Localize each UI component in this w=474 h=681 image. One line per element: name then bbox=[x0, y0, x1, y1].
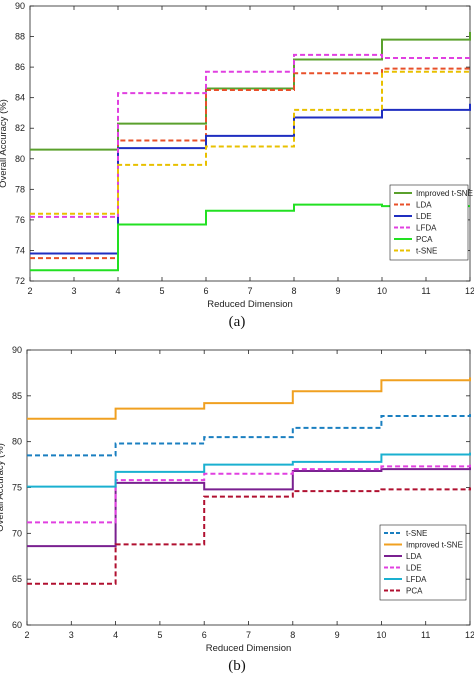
legend-box bbox=[379, 524, 467, 601]
y-tick-label: 90 bbox=[15, 1, 25, 11]
y-tick-label: 80 bbox=[12, 437, 22, 447]
series-line-t-sne bbox=[30, 70, 471, 215]
series-line-t-sne bbox=[27, 414, 471, 457]
legend-entry: t-SNE bbox=[416, 247, 437, 256]
x-tick-label: 9 bbox=[335, 286, 340, 296]
y-tick-label: 85 bbox=[12, 391, 22, 401]
x-tick-label: 4 bbox=[113, 630, 118, 640]
series-line-pca bbox=[30, 203, 470, 272]
series-line-lde bbox=[27, 464, 471, 524]
legend-entry: LDE bbox=[406, 564, 422, 573]
legend-entry: LDA bbox=[406, 552, 422, 561]
y-tick-label: 80 bbox=[15, 154, 25, 164]
x-tick-label: 12 bbox=[465, 630, 474, 640]
legend-entry: LFDA bbox=[406, 575, 427, 584]
legend-entry: LDE bbox=[416, 212, 432, 221]
x-tick-label: 3 bbox=[69, 630, 74, 640]
y-tick-label: 60 bbox=[12, 620, 22, 630]
y-tick-label: 86 bbox=[15, 62, 25, 72]
series-line-pca bbox=[27, 487, 471, 585]
x-tick-label: 9 bbox=[335, 630, 340, 640]
x-tick-label: 5 bbox=[157, 630, 162, 640]
x-tick-label: 12 bbox=[465, 286, 474, 296]
y-tick-label: 90 bbox=[12, 345, 22, 355]
y-tick-label: 70 bbox=[12, 528, 22, 538]
x-tick-label: 4 bbox=[115, 286, 120, 296]
series-line-lda bbox=[30, 67, 471, 260]
x-tick-label: 3 bbox=[71, 286, 76, 296]
legend-entry: t-SNE bbox=[406, 529, 427, 538]
y-tick-label: 84 bbox=[15, 93, 25, 103]
legend-box bbox=[389, 184, 469, 261]
y-axis-label: Overall Accuracy (%) bbox=[0, 99, 9, 188]
y-axis-label: Overall Accuracy (%) bbox=[0, 443, 6, 532]
legend-entry: PCA bbox=[416, 235, 433, 244]
y-tick-label: 88 bbox=[15, 32, 25, 42]
y-tick-label: 76 bbox=[15, 215, 25, 225]
chart-b-svg: 2 3 4 5 6 7 8 9 10 11 12 60 65 70 75 80 85 90 Reduced Dime… bbox=[0, 345, 474, 654]
x-tick-label: 2 bbox=[24, 630, 29, 640]
y-tick-label: 72 bbox=[15, 276, 25, 286]
y-tick-label: 65 bbox=[12, 574, 22, 584]
y-tick-label: 78 bbox=[15, 184, 25, 194]
legend-entry: LDA bbox=[416, 201, 432, 210]
x-tick-label: 8 bbox=[291, 286, 296, 296]
series-line-improved-t-sne bbox=[27, 377, 471, 420]
chart-a-svg: 2 3 4 5 6 7 8 9 10 11 1272747678808284868890Reduce… bbox=[0, 1, 474, 310]
x-tick-label: 6 bbox=[203, 286, 208, 296]
y-tick-label: 82 bbox=[15, 123, 25, 133]
chart-panel-a: 2 3 4 5 6 7 8 9 10 11 12 72 74 76 78 80 82 84 86 88 90 Reduce… bbox=[0, 0, 474, 336]
legend-entry: LFDA bbox=[416, 224, 437, 233]
legend-entry: Improved t-SNE bbox=[416, 189, 473, 198]
x-tick-label: 6 bbox=[202, 630, 207, 640]
y-tick-label: 74 bbox=[15, 245, 25, 255]
x-axis-label: Reduced Dimension bbox=[207, 299, 293, 310]
legend-entry: PCA bbox=[406, 587, 423, 596]
x-tick-label: 5 bbox=[159, 286, 164, 296]
x-tick-label: 7 bbox=[247, 286, 252, 296]
y-tick-label: 75 bbox=[12, 483, 22, 493]
legend-entry: Improved t-SNE bbox=[406, 541, 463, 550]
caption-a: (a) bbox=[228, 314, 246, 330]
x-tick-label: 7 bbox=[246, 630, 251, 640]
series-line-lfda bbox=[27, 452, 471, 488]
x-tick-label: 8 bbox=[290, 630, 295, 640]
x-tick-label: 2 bbox=[27, 286, 32, 296]
x-tick-label: 11 bbox=[421, 286, 430, 296]
caption-b: (b) bbox=[228, 658, 246, 674]
chart-panel-b: 2 3 4 5 6 7 8 9 10 11 12 60 65 70 75 80 85 90 Reduced Dime… bbox=[0, 340, 474, 681]
x-tick-label: 10 bbox=[377, 286, 387, 296]
x-tick-label: 10 bbox=[376, 630, 386, 640]
x-tick-label: 11 bbox=[421, 630, 430, 640]
x-axis-label: Reduced Dimension bbox=[206, 643, 292, 654]
series-line-lfda bbox=[30, 53, 470, 218]
